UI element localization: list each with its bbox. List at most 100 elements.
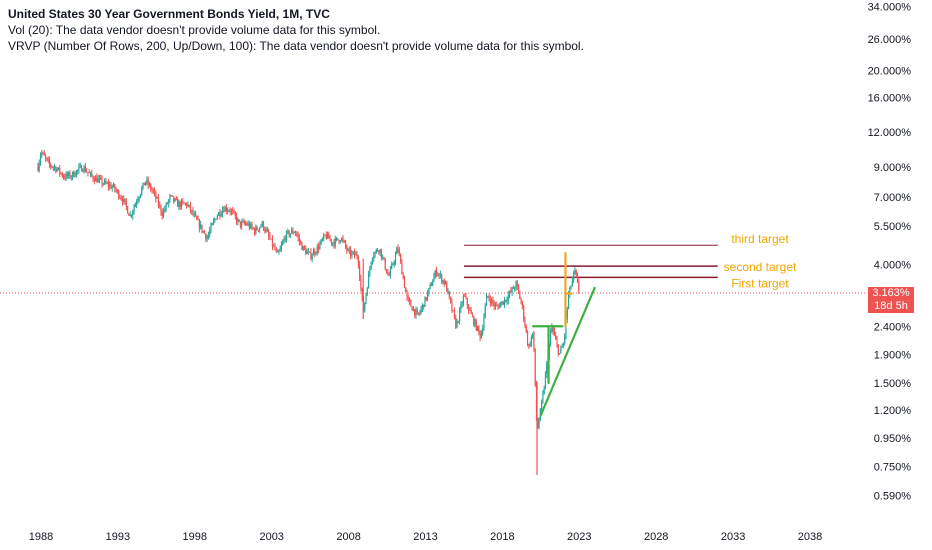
candle-body (83, 166, 85, 171)
candle-body (483, 317, 485, 329)
candle-body (141, 188, 143, 195)
candle-body (425, 297, 427, 300)
candle-body (314, 250, 316, 254)
candle-body (156, 197, 158, 199)
candle-body (164, 209, 166, 211)
candle-body (212, 220, 215, 224)
candle-body (488, 296, 490, 300)
candle-body (569, 286, 571, 295)
candle-body (183, 202, 185, 204)
candle-body (292, 230, 294, 234)
candle-body (325, 235, 327, 239)
candle-body (233, 211, 235, 213)
x-axis[interactable]: 1988 1993 1998 2003 2008 2013 2018 2023 2028 2033… (29, 531, 822, 543)
candle-body (357, 257, 359, 265)
candle-body (446, 281, 448, 292)
candle-body (400, 254, 402, 262)
candle-body (361, 287, 363, 299)
y-tick-label: 0.590% (874, 491, 912, 503)
candle-body (519, 291, 521, 300)
candle-body (456, 321, 458, 328)
candle-body (406, 291, 408, 298)
candle-body (79, 165, 81, 167)
x-tick-label: 2033 (721, 531, 745, 543)
candle-body (442, 280, 444, 282)
candle-body (575, 269, 577, 276)
candle-body (571, 279, 573, 287)
candle-body (419, 312, 421, 315)
candle-body (185, 203, 188, 207)
candle-body (552, 326, 554, 332)
candle-body (326, 233, 329, 239)
candle-body (558, 353, 561, 355)
candle-body (70, 176, 72, 178)
candle-body (367, 274, 370, 289)
y-tick-label: 0.950% (874, 433, 912, 445)
candle-body (480, 333, 482, 338)
y-axis[interactable]: 34.000% 26.000% 20.000% 16.000% 12.000% 9.000… (868, 1, 912, 502)
candle-body (520, 299, 522, 303)
candle-body (337, 238, 339, 240)
candle-body (496, 305, 498, 306)
candle-body (315, 252, 317, 254)
candle-body (307, 251, 309, 253)
candle-body (489, 299, 491, 304)
candle-body (234, 212, 236, 217)
candle-body (251, 224, 253, 228)
candle-body (105, 180, 107, 184)
candle-body (412, 309, 415, 311)
candle-body (148, 184, 151, 186)
candle-body (161, 212, 163, 217)
candle-body (303, 246, 306, 249)
candle-body (424, 297, 426, 307)
candle-body (465, 296, 467, 299)
legend-vrvp-line[interactable]: VRVP (Number Of Rows, 200, Up/Down, 100)… (8, 39, 584, 53)
candle-body (392, 264, 394, 266)
candle-body (165, 203, 167, 210)
candle-body (229, 210, 231, 212)
candle-body (423, 304, 425, 307)
legend: United States 30 Year Government Bonds Y… (8, 6, 584, 54)
candle-body (171, 195, 174, 197)
candle-body (68, 172, 70, 176)
candle-body (347, 249, 349, 251)
candle-body (529, 345, 531, 347)
candle-body (191, 210, 193, 211)
legend-title[interactable]: United States 30 Year Government Bonds Y… (8, 7, 330, 21)
candle-body (121, 199, 124, 202)
candle-body (448, 291, 450, 297)
candle-body (102, 183, 104, 185)
candle-body (310, 252, 312, 259)
candle-body (38, 162, 40, 171)
candle-body (289, 233, 292, 236)
candle-body (128, 213, 130, 216)
candle-body (60, 172, 62, 174)
candle-body (394, 254, 397, 262)
candle-body (41, 152, 43, 156)
candle-body (510, 291, 512, 292)
candle-body (69, 172, 71, 178)
candle-body (332, 242, 334, 244)
candle-body (157, 197, 160, 206)
candle-body (197, 219, 199, 221)
candle-body (202, 231, 204, 232)
candle-body (252, 227, 254, 229)
candle-body (338, 239, 340, 242)
candle-body (450, 296, 452, 302)
y-tick-label: 16.000% (868, 92, 912, 104)
candle-body (566, 308, 568, 320)
x-tick-label: 2008 (336, 531, 360, 543)
candle-body (437, 274, 439, 276)
legend-vol-line[interactable]: Vol (20): The data vendor doesn't provid… (8, 23, 381, 37)
candle-body (192, 210, 194, 215)
candle-body (109, 184, 111, 187)
candle-body (124, 198, 126, 202)
candle-body (88, 172, 90, 174)
candle-body (543, 387, 545, 394)
candle-body (125, 201, 127, 207)
candle-body (61, 173, 63, 177)
candle-body (255, 227, 257, 234)
candle-body (321, 238, 324, 240)
candle-body (526, 331, 529, 345)
